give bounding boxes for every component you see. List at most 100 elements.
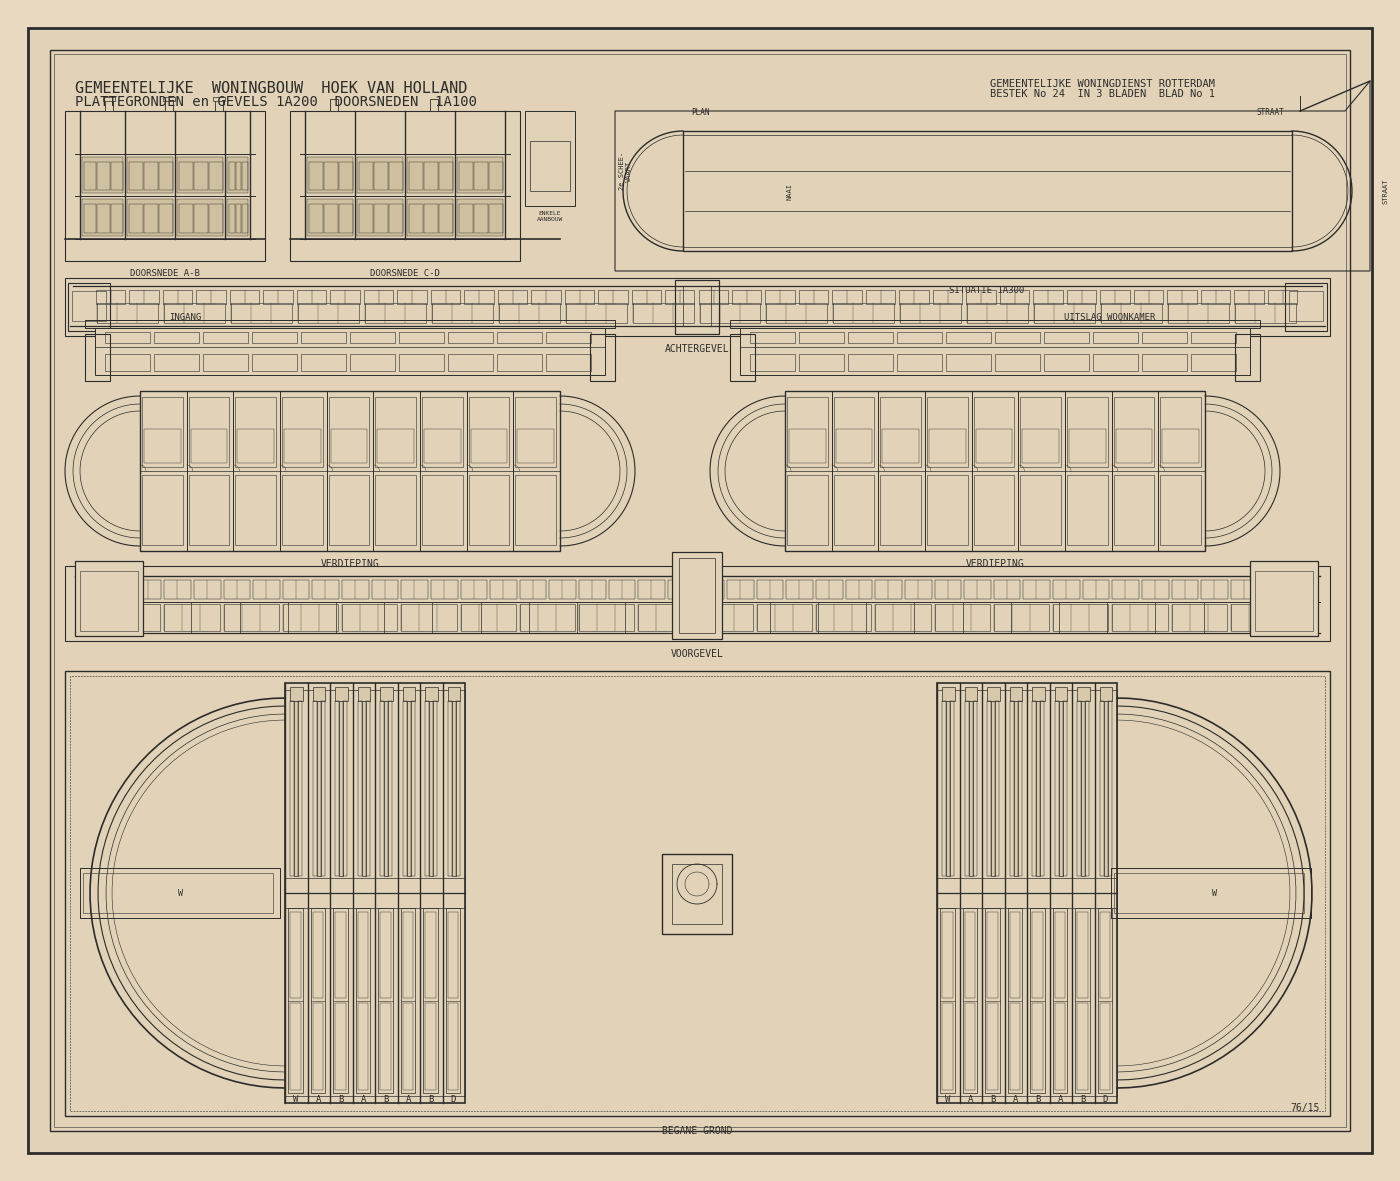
Text: PLATTEGRONDEN en GEVELS 1A200  DOORSNEDEN  1A100: PLATTEGRONDEN en GEVELS 1A200 DOORSNEDEN…: [76, 94, 477, 109]
Bar: [64, 278, 1330, 337]
Bar: [216, 99, 223, 111]
Bar: [995, 332, 1040, 342]
Bar: [235, 204, 241, 233]
Bar: [230, 291, 259, 304]
Bar: [421, 397, 462, 466]
Bar: [1093, 354, 1138, 371]
Bar: [987, 702, 991, 876]
Bar: [433, 702, 437, 876]
Bar: [84, 204, 97, 233]
Bar: [833, 475, 875, 544]
Bar: [665, 291, 694, 304]
Bar: [389, 204, 403, 233]
Bar: [470, 429, 507, 463]
Bar: [339, 702, 343, 876]
Bar: [409, 162, 423, 190]
Bar: [312, 912, 323, 998]
Bar: [498, 304, 560, 322]
Bar: [1067, 475, 1107, 544]
Text: B: B: [339, 1096, 343, 1104]
Bar: [357, 200, 403, 236]
Bar: [750, 354, 795, 371]
Bar: [209, 204, 223, 233]
Bar: [951, 702, 953, 876]
Bar: [357, 687, 370, 702]
Bar: [1067, 397, 1107, 466]
Bar: [965, 687, 977, 702]
Bar: [384, 702, 388, 876]
Bar: [994, 580, 1021, 599]
Bar: [307, 157, 353, 194]
Bar: [461, 603, 515, 631]
Text: VERDIEPING: VERDIEPING: [321, 559, 379, 569]
Bar: [1231, 580, 1257, 599]
Bar: [242, 204, 248, 233]
Bar: [431, 304, 493, 322]
Bar: [1077, 687, 1089, 702]
Bar: [407, 157, 454, 194]
Bar: [994, 603, 1049, 631]
Bar: [662, 854, 732, 934]
Bar: [1077, 702, 1081, 876]
Bar: [966, 291, 995, 304]
Bar: [1021, 475, 1061, 544]
Bar: [1036, 702, 1040, 876]
Bar: [995, 354, 1040, 371]
Bar: [105, 603, 160, 631]
Bar: [76, 561, 143, 637]
Bar: [1112, 603, 1168, 631]
Bar: [1075, 908, 1089, 1092]
Bar: [407, 200, 454, 236]
Bar: [790, 429, 826, 463]
Bar: [881, 397, 921, 466]
Bar: [899, 291, 928, 304]
Text: B: B: [428, 1096, 434, 1104]
Text: A: A: [1058, 1096, 1063, 1104]
Bar: [371, 580, 398, 599]
Bar: [342, 580, 368, 599]
Text: GEMEENTELIJKE  WONINGBOUW  HOEK VAN HOLLAND: GEMEENTELIJKE WONINGBOUW HOEK VAN HOLLAN…: [76, 81, 468, 96]
Bar: [238, 429, 274, 463]
Bar: [1009, 912, 1021, 998]
Bar: [699, 291, 728, 304]
Bar: [965, 1003, 974, 1090]
Bar: [213, 97, 225, 102]
Bar: [179, 162, 193, 190]
Bar: [179, 204, 193, 233]
Bar: [335, 912, 346, 998]
Bar: [160, 204, 174, 233]
Bar: [816, 580, 843, 599]
Bar: [1134, 291, 1163, 304]
Bar: [95, 328, 605, 376]
Text: W: W: [294, 1096, 298, 1104]
Text: A: A: [1012, 1096, 1018, 1104]
Bar: [1161, 475, 1201, 544]
Text: B: B: [990, 1096, 995, 1104]
Bar: [195, 204, 209, 233]
Bar: [290, 687, 302, 702]
Bar: [1063, 702, 1067, 876]
Bar: [335, 702, 339, 876]
Bar: [973, 397, 1015, 466]
Bar: [104, 97, 115, 102]
Bar: [672, 552, 722, 639]
Bar: [1201, 580, 1228, 599]
Bar: [1142, 354, 1187, 371]
Bar: [129, 291, 160, 304]
Bar: [84, 162, 97, 190]
Bar: [330, 291, 360, 304]
Bar: [848, 332, 893, 342]
Bar: [448, 354, 493, 371]
Bar: [164, 304, 225, 322]
Bar: [129, 204, 143, 233]
Text: D: D: [1103, 1096, 1109, 1104]
Bar: [741, 328, 1250, 376]
Bar: [85, 334, 111, 381]
Bar: [965, 912, 974, 998]
Bar: [329, 397, 370, 466]
Bar: [160, 162, 174, 190]
Bar: [358, 162, 372, 190]
Bar: [426, 1003, 435, 1090]
Bar: [995, 702, 1000, 876]
Bar: [475, 162, 489, 190]
